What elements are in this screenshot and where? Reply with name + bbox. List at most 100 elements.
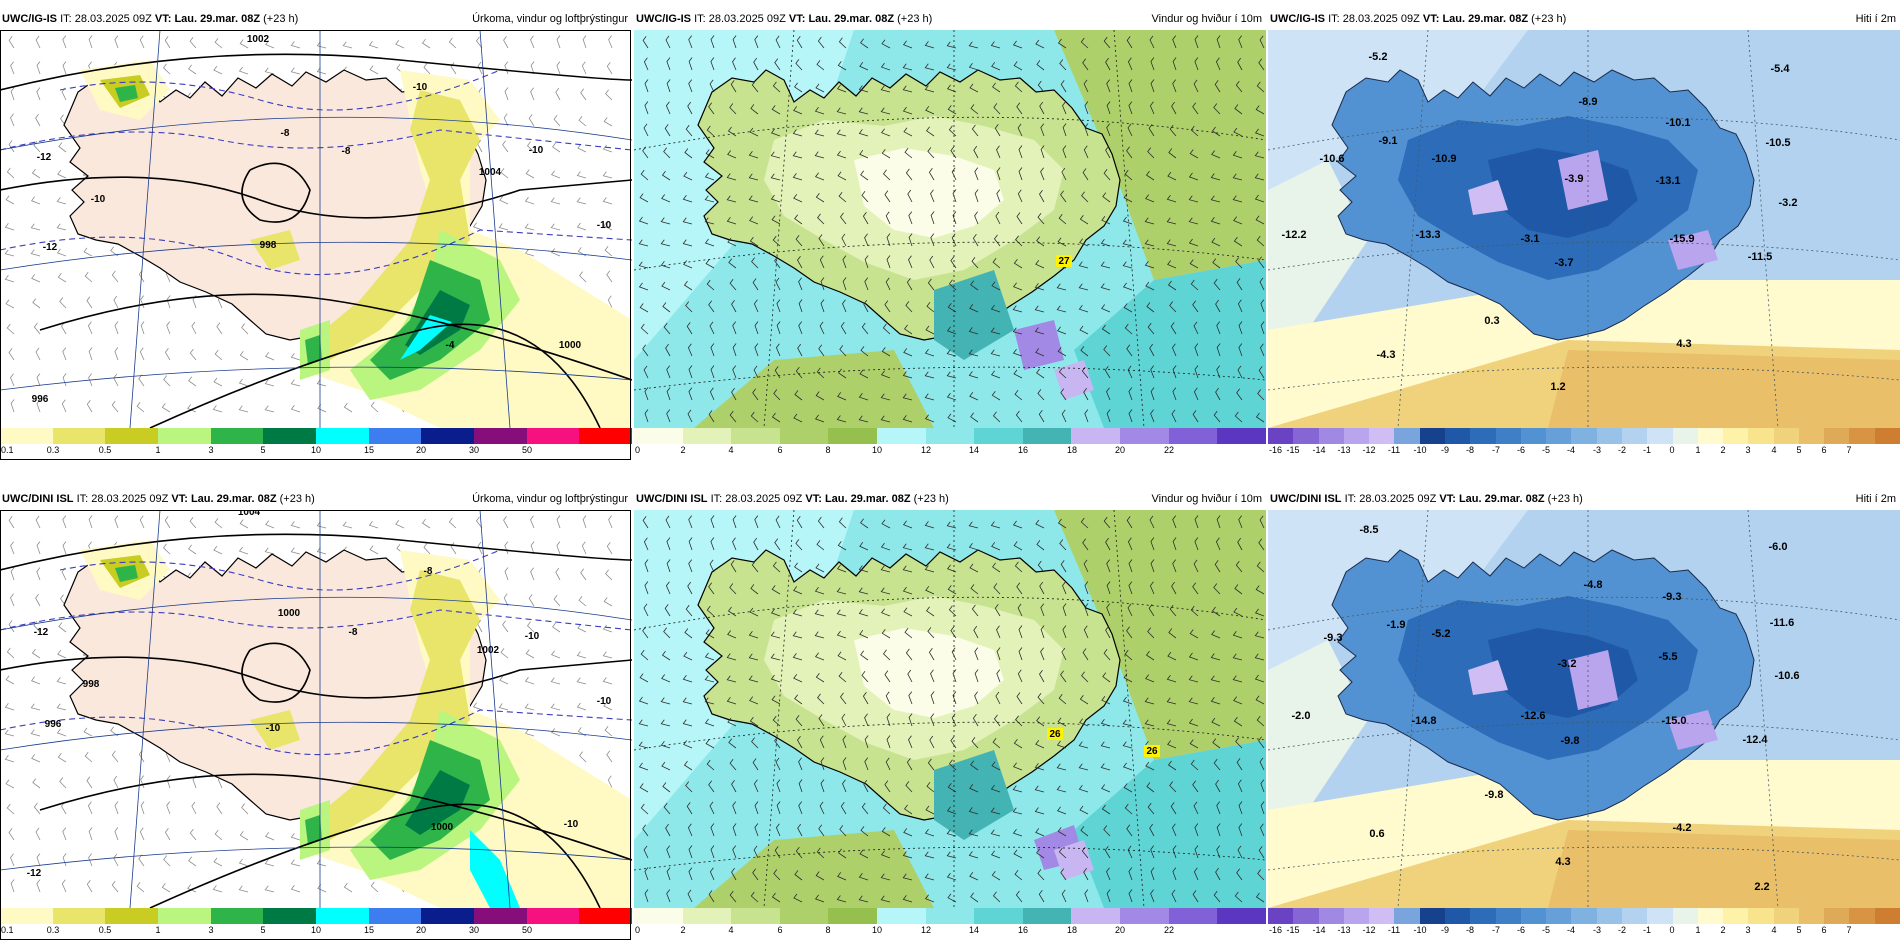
colorbar-swatch	[974, 908, 1023, 924]
colorbar-swatch	[779, 908, 829, 924]
valid-time-label: VT:	[788, 13, 806, 25]
strong-gust-zone	[1014, 320, 1064, 370]
gust-zone	[934, 270, 1014, 360]
colorbar-tick-label: 0	[635, 925, 641, 935]
panel-title: Úrkoma, vindur og loftþrýstingur	[472, 13, 628, 25]
contour-label: -10	[597, 220, 612, 231]
temperature-label: -12.2	[1281, 229, 1306, 241]
colorbar-tick-label: -8	[1465, 925, 1475, 935]
contour-label: -8	[281, 128, 290, 139]
colorbar-swatch	[526, 908, 580, 924]
temperature-label: -3.1	[1521, 233, 1540, 245]
colorbar-tick-label: 2	[1720, 925, 1726, 935]
colorbar-swatch	[1723, 908, 1749, 924]
temperature-label: -5.2	[1432, 628, 1451, 640]
init-time-label: IT:	[1328, 13, 1340, 25]
colorbar-swatch	[1470, 428, 1496, 444]
colorbar-ticks: 0 2 4 6 8 10 12 14 16 18 20 22	[634, 444, 1266, 458]
valid-time: Lau. 29.mar. 08Z	[1442, 13, 1529, 25]
colorbar-tick-label: -3	[1592, 445, 1602, 455]
colorbar-swatch	[474, 428, 527, 444]
colorbar-swatch	[1798, 908, 1825, 924]
map-area: -5.2 -5.4 -8.9 -10.1 -10.6 -9.1 -10.9 -10.5 -3.9…	[1268, 30, 1900, 428]
valid-time-label: VT:	[805, 493, 822, 505]
colorbar-swatch	[474, 908, 527, 924]
init-time-label: IT:	[1344, 493, 1357, 505]
panel-header: UWC/IG-IS IT: 28.03.2025 09Z VT: Lau. 29…	[0, 8, 632, 30]
colorbar-tick-label: -9	[1440, 445, 1450, 455]
contour-label: 1000	[431, 822, 454, 833]
colorbar-tick-label: -5	[1541, 925, 1551, 935]
contour-label: -10	[91, 194, 106, 205]
max-gust-label: 26	[1049, 729, 1061, 740]
temperature-label: -4.8	[1584, 579, 1603, 591]
init-time: 28.03.2025 09Z	[708, 13, 786, 25]
colorbar-swatch	[316, 908, 369, 924]
panel-header: UWC/DINI ISL IT: 28.03.2025 09Z VT: Lau.…	[1268, 488, 1900, 510]
contour-label: -10	[597, 696, 612, 707]
colorbar-tick-label: 10	[310, 925, 322, 935]
colorbar-tick-label: 0.3	[46, 445, 60, 455]
colorbar-swatch	[731, 908, 780, 924]
colorbar-tick-label: 7	[1846, 445, 1852, 455]
colorbar-swatch	[1697, 908, 1724, 924]
colorbar-tick-label: 4	[1771, 445, 1777, 455]
colorbar-swatch	[421, 428, 475, 444]
colorbar-swatch	[158, 908, 211, 924]
colorbar-swatch	[1748, 428, 1774, 444]
colorbar-swatch	[1596, 908, 1622, 924]
colorbar-tick-label: 30	[468, 925, 480, 935]
run-info: UWC/DINI ISL IT: 28.03.2025 09Z VT: Lau.…	[2, 488, 315, 510]
contour-label: -8	[349, 627, 358, 638]
valid-time-label: VT:	[1422, 13, 1440, 25]
colorbar-tick-label: 1	[155, 925, 161, 935]
colorbar-tick-label: 8	[825, 925, 831, 935]
colorbar-tick-label: 15	[363, 445, 375, 455]
colorbar-tick-label: 12	[920, 925, 932, 935]
colorbar-swatch	[316, 428, 369, 444]
colorbar-swatch	[1672, 428, 1698, 444]
map-labels: 1004 1002 -10 -12 -10 -8 -12 1000 998 -10 -8 -10 996…	[27, 510, 612, 879]
temperature-label: -6.0	[1769, 541, 1788, 553]
temperature-label: 4.3	[1555, 856, 1570, 868]
precip-map: 1002 1004 998 996 1000 -10 -12 -8 -10 -10 -8 -10 -12…	[0, 30, 632, 428]
colorbar-tick-label: -2	[1617, 925, 1627, 935]
map-area: -8.5 -6.0 -4.8 -9.3 -9.3 -1.9 -5.2 -11.6 -3.2 -5.…	[1268, 510, 1900, 908]
contour-label: -8	[342, 146, 351, 157]
colorbar-swatch	[1520, 428, 1547, 444]
map-labels: 1002 1004 998 996 1000 -10 -12 -8 -10 -10 -8 -10 -12…	[32, 34, 612, 405]
contour-label: 1004	[479, 167, 502, 178]
valid-time-label: VT:	[171, 493, 188, 505]
colorbar-swatch	[368, 908, 422, 924]
temperature-label: -9.3	[1663, 591, 1682, 603]
model-name: UWC/IG-IS	[2, 13, 57, 25]
colorbar-swatch	[1022, 908, 1072, 924]
colorbar-tick-label: 0.1	[1, 445, 14, 455]
temperature-label: -3.7	[1555, 257, 1574, 269]
valid-time-label: VT:	[1439, 493, 1456, 505]
temperature-label: -2.0	[1292, 710, 1311, 722]
colorbar-tick-label: -14	[1312, 445, 1326, 455]
colorbar-swatch	[1824, 428, 1850, 444]
lat-lon-grid	[634, 30, 1266, 428]
map-panel-temp: UWC/DINI ISL IT: 28.03.2025 09Z VT: Lau.…	[1268, 488, 1900, 948]
colorbar-swatch	[682, 428, 732, 444]
contour-label: -10	[564, 819, 579, 830]
colorbar-tick-label: -5	[1541, 445, 1551, 455]
colorbar-swatch	[779, 428, 829, 444]
map-labels: -5.2 -5.4 -8.9 -10.1 -10.6 -9.1 -10.9 -10.5 -3.9…	[1281, 51, 1797, 393]
temperature-label: -12.6	[1520, 710, 1545, 722]
colorbar-swatch	[1798, 428, 1825, 444]
colorbar-swatch	[526, 428, 580, 444]
lat-lon-grid	[1268, 30, 1900, 428]
colorbar-swatch	[368, 428, 422, 444]
colorbar-tick-label: -11	[1387, 445, 1401, 455]
temperature-label: 0.3	[1484, 315, 1499, 327]
colorbar-tick-label: -10	[1413, 925, 1427, 935]
temperature-label: -9.8	[1485, 789, 1504, 801]
lead-time: (+23 h)	[279, 493, 315, 505]
lat-lon-grid	[0, 510, 632, 908]
colorbar-tick-label: 2	[1720, 445, 1726, 455]
temperature-label: -9.3	[1324, 632, 1343, 644]
panel-header: UWC/IG-IS IT: 28.03.2025 09Z VT: Lau. 29…	[1268, 8, 1900, 30]
